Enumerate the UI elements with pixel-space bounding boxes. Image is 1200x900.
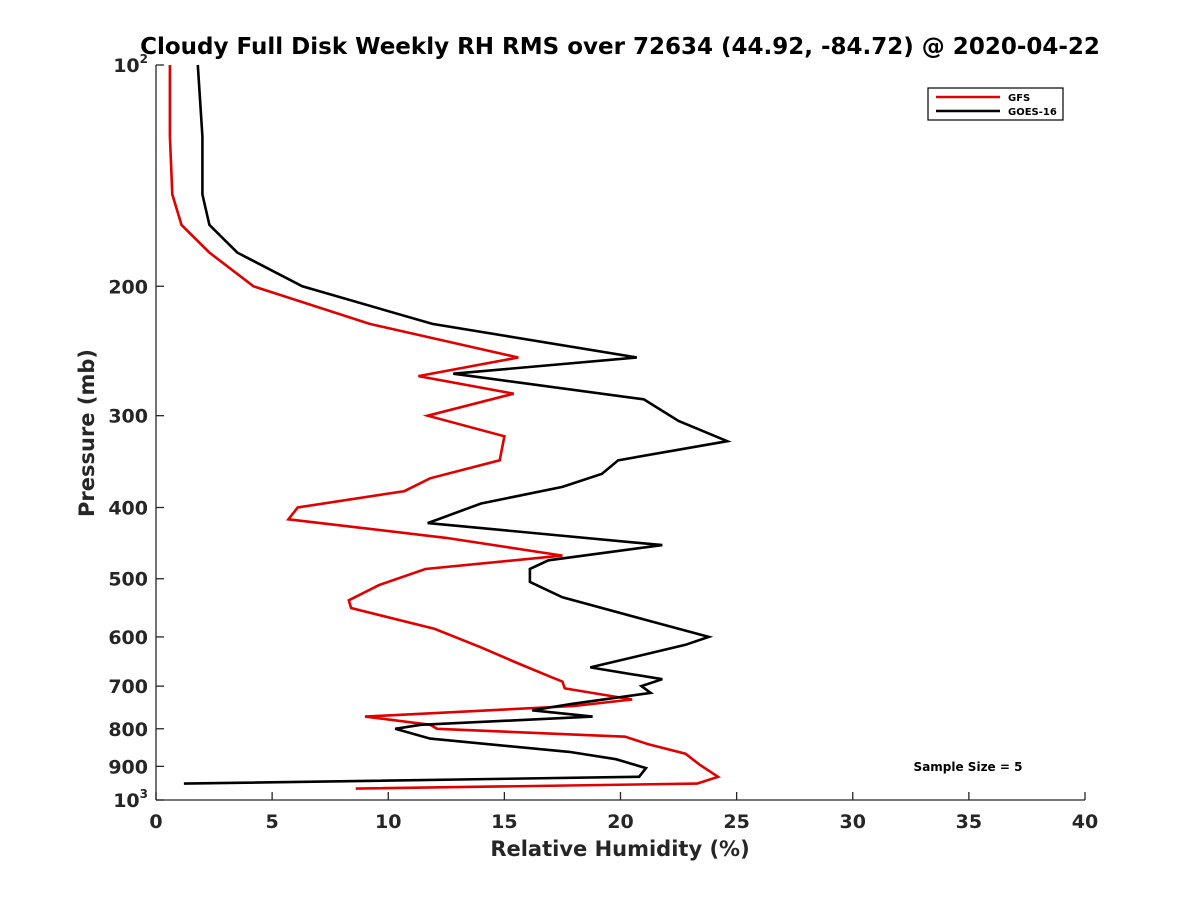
- y-tick-label: 102: [113, 52, 148, 77]
- series-line-goes-16: [183, 64, 732, 785]
- chart-title: Cloudy Full Disk Weekly RH RMS over 7263…: [140, 34, 1100, 60]
- y-tick-label: 300: [108, 406, 148, 428]
- legend-box: [927, 87, 1064, 121]
- x-tick-label: 0: [149, 811, 162, 833]
- legend-entry: GFS: [1008, 93, 1030, 104]
- series-line-gfs: [168, 65, 721, 790]
- y-tick-label: 200: [108, 276, 148, 298]
- legend: GFS GOES-16: [927, 87, 1064, 121]
- x-tick-label: 25: [723, 811, 749, 833]
- x-tick-label: 40: [1072, 811, 1098, 833]
- legend-entry: GOES-16: [1008, 107, 1057, 118]
- y-axis-label: Pressure (mb): [75, 349, 99, 517]
- x-tick-label: 30: [840, 811, 866, 833]
- y-tick-label: 800: [108, 719, 148, 741]
- sample-size-annotation: Sample Size = 5: [914, 760, 1023, 774]
- x-tick-label: 35: [956, 811, 982, 833]
- x-axis-label: Relative Humidity (%): [490, 837, 749, 861]
- x-tick-label: 5: [266, 811, 279, 833]
- y-tick-label: 900: [108, 756, 148, 778]
- y-tick-label: 500: [108, 569, 148, 591]
- x-tick-label: 15: [491, 811, 517, 833]
- y-tick-label: 600: [108, 627, 148, 649]
- y-tick-label: 700: [108, 676, 148, 698]
- y-tick-label: 400: [108, 498, 148, 520]
- x-tick-label: 20: [607, 811, 633, 833]
- x-tick-label: 10: [375, 811, 401, 833]
- plot-area: 0 5 10 15 20 25 30 35 40 102 200 300 400 500 600 700 800…: [108, 52, 1098, 833]
- y-tick-label: 103: [113, 787, 148, 812]
